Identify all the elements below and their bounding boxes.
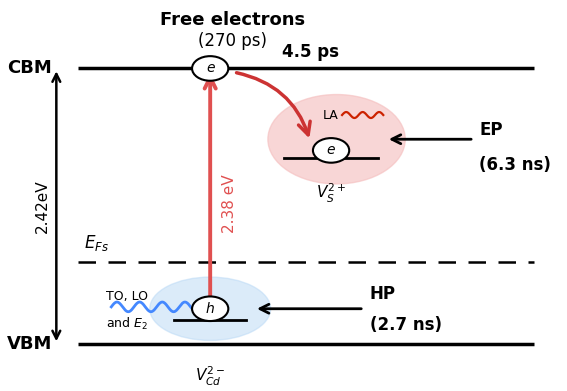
Text: EP: EP: [480, 121, 503, 139]
Text: (270 ps): (270 ps): [198, 32, 266, 50]
Text: CBM: CBM: [7, 59, 52, 77]
Text: e: e: [206, 61, 214, 75]
Text: e: e: [327, 143, 335, 158]
Text: 4.5 ps: 4.5 ps: [282, 43, 338, 61]
Text: $E_{Fs}$: $E_{Fs}$: [84, 233, 109, 253]
Text: 2.42eV: 2.42eV: [35, 179, 50, 233]
Text: HP: HP: [370, 285, 396, 303]
Text: (6.3 ns): (6.3 ns): [480, 156, 551, 174]
Text: h: h: [206, 302, 214, 316]
FancyArrowPatch shape: [236, 73, 310, 135]
Text: Free electrons: Free electrons: [159, 11, 304, 29]
Text: VBM: VBM: [7, 335, 52, 353]
Circle shape: [313, 138, 349, 163]
Text: and $E_2$: and $E_2$: [106, 316, 148, 332]
Ellipse shape: [268, 95, 405, 184]
Text: LA: LA: [323, 109, 338, 122]
Text: (2.7 ns): (2.7 ns): [370, 316, 442, 334]
Circle shape: [192, 56, 229, 81]
Text: $V_S^{2+}$: $V_S^{2+}$: [316, 182, 346, 205]
Circle shape: [192, 296, 229, 321]
Ellipse shape: [150, 277, 270, 341]
Text: $V_{Cd}^{2-}$: $V_{Cd}^{2-}$: [195, 365, 225, 388]
Text: TO, LO: TO, LO: [106, 290, 148, 303]
Text: 2.38 eV: 2.38 eV: [222, 174, 237, 233]
